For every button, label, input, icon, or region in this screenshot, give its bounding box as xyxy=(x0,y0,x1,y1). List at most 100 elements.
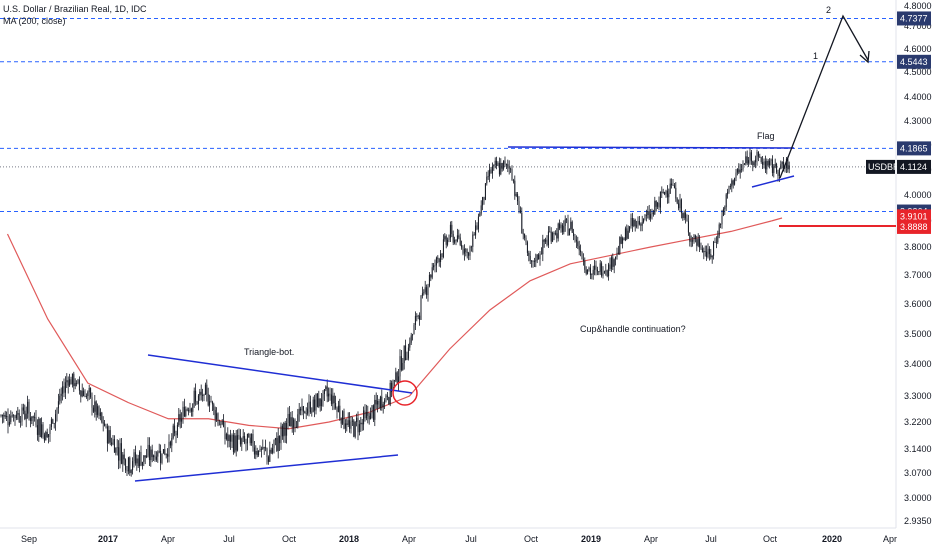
candle-body xyxy=(476,225,478,230)
candle-body xyxy=(234,435,236,452)
candle-body xyxy=(433,265,435,268)
candle-body xyxy=(745,156,747,164)
candle-body xyxy=(231,434,233,442)
candle-body xyxy=(252,434,254,448)
candle-body xyxy=(304,411,306,414)
candle-body xyxy=(692,240,694,242)
candle-body xyxy=(139,452,141,467)
candle-body xyxy=(34,417,36,419)
candle-body xyxy=(94,401,96,412)
candle-body xyxy=(766,160,768,170)
candle-body xyxy=(515,194,517,196)
candle-body xyxy=(308,401,310,409)
candle-body xyxy=(568,229,570,236)
candle-body xyxy=(140,452,142,466)
candle-body xyxy=(557,223,559,239)
candle-body xyxy=(354,422,356,437)
candle-body xyxy=(686,218,688,222)
candle-body xyxy=(230,435,232,442)
candle-body xyxy=(480,205,482,214)
candle-body xyxy=(729,186,731,187)
y-tick-label: 4.7000 xyxy=(904,21,932,31)
candle-body xyxy=(126,470,128,472)
candle-body xyxy=(636,225,638,227)
candle-body xyxy=(714,241,716,243)
price-level-tag xyxy=(897,54,931,69)
candle-body xyxy=(424,287,426,293)
price-level-tag xyxy=(897,141,931,156)
candle-body xyxy=(543,239,545,242)
candle-body xyxy=(591,274,593,276)
y-tick-label: 4.8000 xyxy=(904,1,932,11)
candle-body xyxy=(118,447,120,461)
y-tick-label: 3.0700 xyxy=(904,468,932,478)
candle-body xyxy=(682,213,684,218)
candle-body xyxy=(547,231,549,246)
candle-body xyxy=(521,212,523,234)
candle-body xyxy=(528,252,530,256)
flag-annotation: Flag xyxy=(757,131,775,141)
x-tick-label: Sep xyxy=(21,534,37,544)
candle-body xyxy=(524,233,526,238)
candle-body xyxy=(125,459,127,471)
y-tick-label: 3.4000 xyxy=(904,359,932,369)
candle-body xyxy=(465,249,467,253)
candle-body xyxy=(724,207,726,210)
candle-body xyxy=(39,418,41,437)
candle-body xyxy=(440,253,442,263)
candle-body xyxy=(398,376,400,383)
candle-body xyxy=(486,176,488,184)
candle-body xyxy=(456,235,458,242)
candle-body xyxy=(349,420,351,429)
candle-body xyxy=(563,225,565,233)
candle-body xyxy=(769,160,771,166)
candle-body xyxy=(454,239,456,243)
candle-body xyxy=(783,162,785,169)
candle-body xyxy=(147,444,149,456)
candle-body xyxy=(315,393,317,411)
candle-body xyxy=(104,423,106,426)
candle-body xyxy=(328,393,330,397)
candle-body xyxy=(619,237,621,254)
candle-body xyxy=(353,420,355,437)
candle-body xyxy=(175,433,177,436)
candle-body xyxy=(130,470,132,473)
candle-body xyxy=(605,270,607,272)
candle-body xyxy=(309,401,311,413)
candle-body xyxy=(475,225,477,236)
candle-body xyxy=(35,417,37,426)
candle-body xyxy=(697,238,699,246)
candle-body xyxy=(157,452,159,457)
candle-body xyxy=(753,162,755,166)
candle-body xyxy=(277,436,279,451)
candle-body xyxy=(736,169,738,173)
candle-body xyxy=(8,421,10,426)
candle-body xyxy=(426,287,428,296)
candle-body xyxy=(143,455,145,462)
resistance-line xyxy=(507,146,795,149)
candle-body xyxy=(326,386,328,397)
candle-body xyxy=(88,387,90,393)
candle-body xyxy=(647,211,649,216)
candle-body xyxy=(727,191,729,195)
candle-body xyxy=(237,435,239,451)
candle-body xyxy=(179,414,181,422)
candle-body xyxy=(731,180,733,187)
candle-body xyxy=(195,390,197,402)
candle-body xyxy=(162,449,164,454)
candle-body xyxy=(491,166,493,174)
candle-body xyxy=(106,426,108,444)
candle-body xyxy=(73,373,75,387)
candle-body xyxy=(368,415,370,420)
candle-body xyxy=(624,228,626,241)
candle-body xyxy=(164,449,166,455)
candle-body xyxy=(382,404,384,408)
candle-body xyxy=(311,411,313,413)
candle-body xyxy=(638,220,640,225)
candle-body xyxy=(497,162,499,166)
candle-body xyxy=(648,211,650,219)
candle-body xyxy=(501,163,503,169)
candle-body xyxy=(319,398,321,407)
candle-body xyxy=(671,183,673,186)
